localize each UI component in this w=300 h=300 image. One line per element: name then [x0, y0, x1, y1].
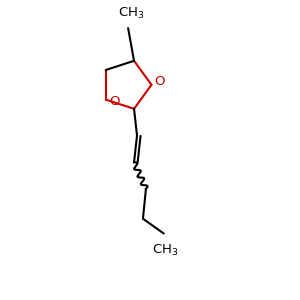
Text: CH$_3$: CH$_3$: [152, 242, 178, 257]
Text: CH$_3$: CH$_3$: [118, 6, 144, 21]
Text: O: O: [109, 94, 119, 108]
Text: O: O: [154, 75, 165, 88]
